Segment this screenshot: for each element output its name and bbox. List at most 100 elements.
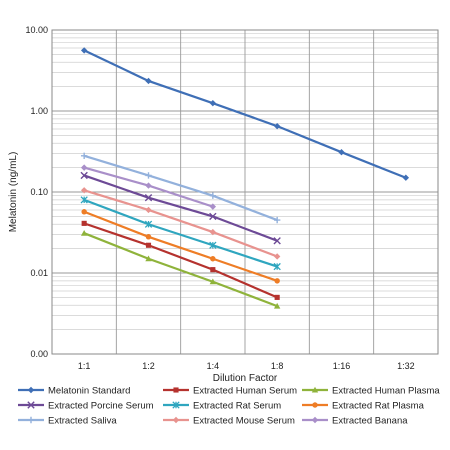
data-point <box>338 148 345 156</box>
x-tick-label: 1:2 <box>142 361 155 371</box>
data-point <box>402 174 410 181</box>
x-tick-label: 1:1 <box>78 361 91 371</box>
data-point <box>144 220 153 228</box>
legend-label: Extracted Porcine Serum <box>48 401 154 412</box>
legend-item: Extracted Porcine Serum <box>18 401 154 412</box>
data-point <box>209 203 217 210</box>
y-tick-label: 10.00 <box>25 25 48 35</box>
legend-label: Extracted Banana <box>332 416 408 427</box>
data-point <box>210 256 216 262</box>
data-point <box>311 416 319 424</box>
x-tick-label: 1:4 <box>207 361 220 371</box>
series-line <box>83 198 278 268</box>
series-line <box>83 232 278 308</box>
x-tick-label: 1:8 <box>271 361 284 371</box>
y-tick-label: 0.00 <box>30 349 48 359</box>
legend-label: Extracted Saliva <box>48 416 117 427</box>
legend-item: Extracted Human Serum <box>163 386 297 397</box>
plot-border <box>51 29 439 355</box>
data-point <box>81 220 87 226</box>
series-melatonin-standard <box>80 47 410 181</box>
series-extracted-human-plasma <box>80 229 281 309</box>
data-point <box>145 172 152 179</box>
data-point <box>145 234 152 240</box>
series-extracted-mouse-serum <box>80 187 281 260</box>
series-line <box>83 154 278 222</box>
data-point <box>274 278 280 284</box>
legend-item: Extracted Rat Plasma <box>302 401 425 412</box>
data-point <box>312 402 318 408</box>
data-point <box>273 262 281 271</box>
series-extracted-rat-plasma <box>81 209 280 284</box>
legend: Melatonin Standard Extracted Human Serum E… <box>18 386 440 427</box>
data-point <box>273 237 281 245</box>
data-point <box>27 386 35 394</box>
legend-item: Extracted Human Plasma <box>302 386 440 397</box>
series-line <box>83 49 407 179</box>
legend-label: Extracted Rat Serum <box>193 401 281 412</box>
legend-item: Extracted Saliva <box>18 416 117 427</box>
data-point <box>80 171 88 180</box>
data-point <box>145 206 152 214</box>
legend-label: Extracted Human Serum <box>193 386 297 397</box>
data-point <box>209 212 217 221</box>
data-point <box>273 122 281 130</box>
series-extracted-human-serum <box>81 220 280 300</box>
data-point <box>210 267 216 273</box>
data-point <box>145 77 152 85</box>
axes: 10.00 1.00 0.10 0.01 0.00 1:1 1:2 1:4 1:8 1:16 1:3… <box>25 25 439 371</box>
data-point <box>209 192 217 199</box>
series-lines <box>80 47 410 309</box>
data-point <box>145 255 152 262</box>
data-point <box>80 47 88 54</box>
y-axis-title: Melatonin (ng/mL) <box>8 152 19 233</box>
legend-item: Extracted Rat Serum <box>163 401 281 412</box>
legend-item: Extracted Mouse Serum <box>163 416 295 427</box>
data-point <box>80 164 88 171</box>
data-point <box>172 401 180 409</box>
grid-lines <box>52 29 438 355</box>
data-point <box>144 194 153 202</box>
legend-item: Extracted Banana <box>302 416 408 427</box>
data-point <box>209 228 217 236</box>
data-point <box>172 416 180 424</box>
data-point <box>27 401 35 409</box>
x-tick-label: 1:32 <box>397 361 415 371</box>
data-point <box>273 253 281 260</box>
legend-label: Melatonin Standard <box>48 386 130 397</box>
series-extracted-rat-serum <box>80 196 281 271</box>
series-line <box>83 189 278 258</box>
x-tick-label: 1:16 <box>333 361 351 371</box>
y-tick-label: 1.00 <box>30 106 48 116</box>
data-point <box>209 278 217 285</box>
data-point <box>274 294 280 300</box>
data-point <box>80 187 88 194</box>
data-point <box>273 216 281 224</box>
data-point <box>273 302 281 309</box>
legend-item: Melatonin Standard <box>18 386 130 397</box>
data-point <box>27 416 35 424</box>
data-point <box>209 99 217 107</box>
data-point <box>145 242 152 248</box>
data-point <box>209 241 217 249</box>
data-point <box>173 387 179 393</box>
data-point <box>145 182 152 189</box>
data-point <box>81 209 87 215</box>
data-point <box>80 196 88 204</box>
series-extracted-porcine-serum <box>80 171 281 245</box>
series-line <box>83 210 278 282</box>
y-tick-label: 0.01 <box>30 268 48 278</box>
legend-label: Extracted Human Plasma <box>332 386 440 397</box>
legend-label: Extracted Rat Plasma <box>332 401 425 412</box>
data-point <box>311 386 319 393</box>
series-extracted-banana <box>80 164 217 210</box>
series-extracted-saliva <box>80 152 281 224</box>
data-point <box>80 152 88 159</box>
series-line <box>83 222 278 299</box>
x-axis-title: Dilution Factor <box>213 373 278 384</box>
legend-label: Extracted Mouse Serum <box>193 416 295 427</box>
y-tick-label: 0.10 <box>30 187 48 197</box>
